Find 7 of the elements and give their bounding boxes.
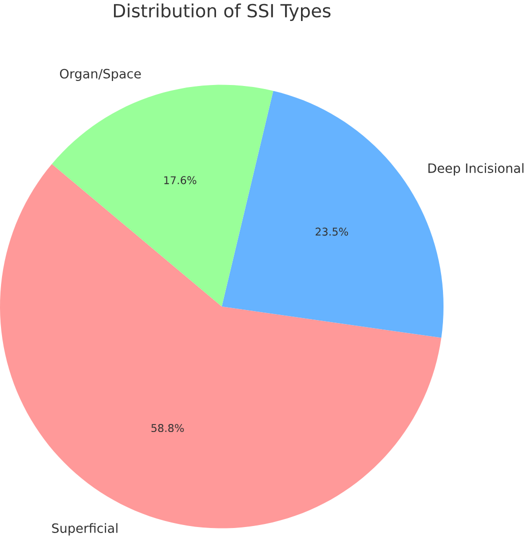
chart-title: Distribution of SSI Types — [114, 4, 330, 21]
slice-label: Superficial — [52, 523, 118, 536]
slice-label: Deep Incisional — [428, 163, 524, 176]
data-label: 17.6% — [164, 176, 196, 184]
slice-label: Organ/Space — [60, 68, 141, 81]
data-label: 58.8% — [151, 424, 184, 432]
data-label: 23.5% — [316, 228, 348, 236]
